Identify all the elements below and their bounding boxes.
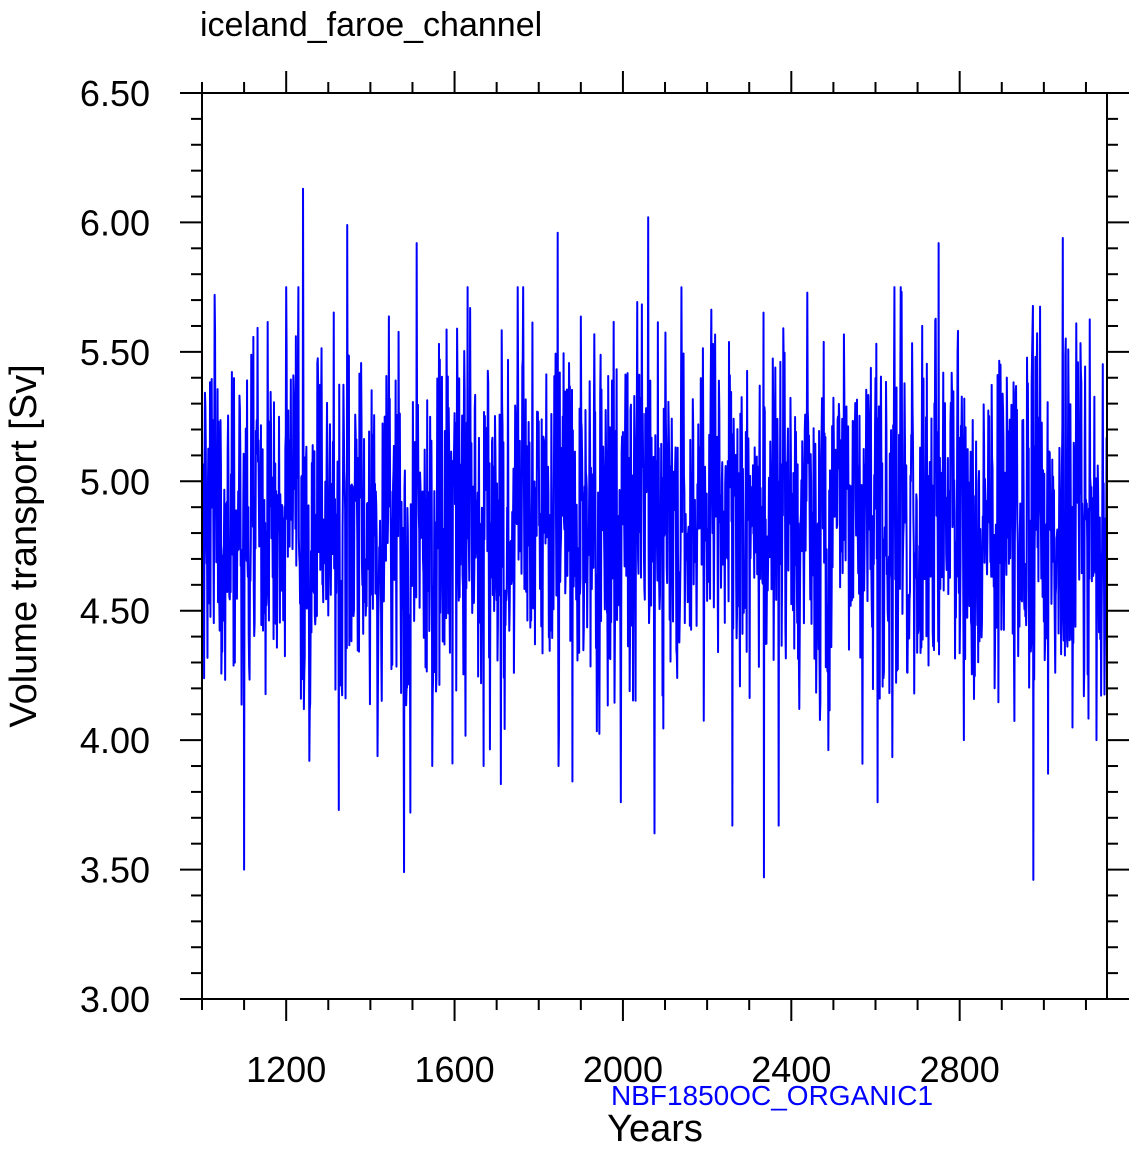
y-tick-label: 4.00 — [80, 720, 150, 761]
y-tick-label: 4.50 — [80, 591, 150, 632]
x-tick-label: 2400 — [751, 1049, 831, 1090]
axis-tick-labels: 1200 1600 2000 2400 2800 3.00 3.50 4.00 4.50 5.00… — [80, 73, 1000, 1090]
y-tick-label: 5.00 — [80, 461, 150, 502]
y-tick-label: 3.50 — [80, 850, 150, 891]
chart-title: iceland_faroe_channel — [200, 6, 542, 44]
y-tick-label: 5.50 — [80, 332, 150, 373]
x-axis-label: Years — [607, 1108, 703, 1149]
case-annotation: NBF1850OC_ORGANIC1 — [611, 1080, 933, 1111]
x-tick-label: 1600 — [415, 1049, 495, 1090]
plot-frame — [201, 92, 1108, 1000]
y-tick-label: 6.00 — [80, 202, 150, 243]
series-line — [201, 187, 1108, 881]
x-tick-label: 2000 — [583, 1049, 663, 1090]
x-tick-label: 2800 — [920, 1049, 1000, 1090]
axis-ticks — [180, 71, 1129, 1021]
y-tick-label: 3.00 — [80, 979, 150, 1020]
data-series — [201, 187, 1108, 881]
y-axis-label: Volume transport [Sv] — [3, 364, 45, 727]
x-tick-label: 1200 — [246, 1049, 326, 1090]
y-tick-label: 6.50 — [80, 73, 150, 114]
